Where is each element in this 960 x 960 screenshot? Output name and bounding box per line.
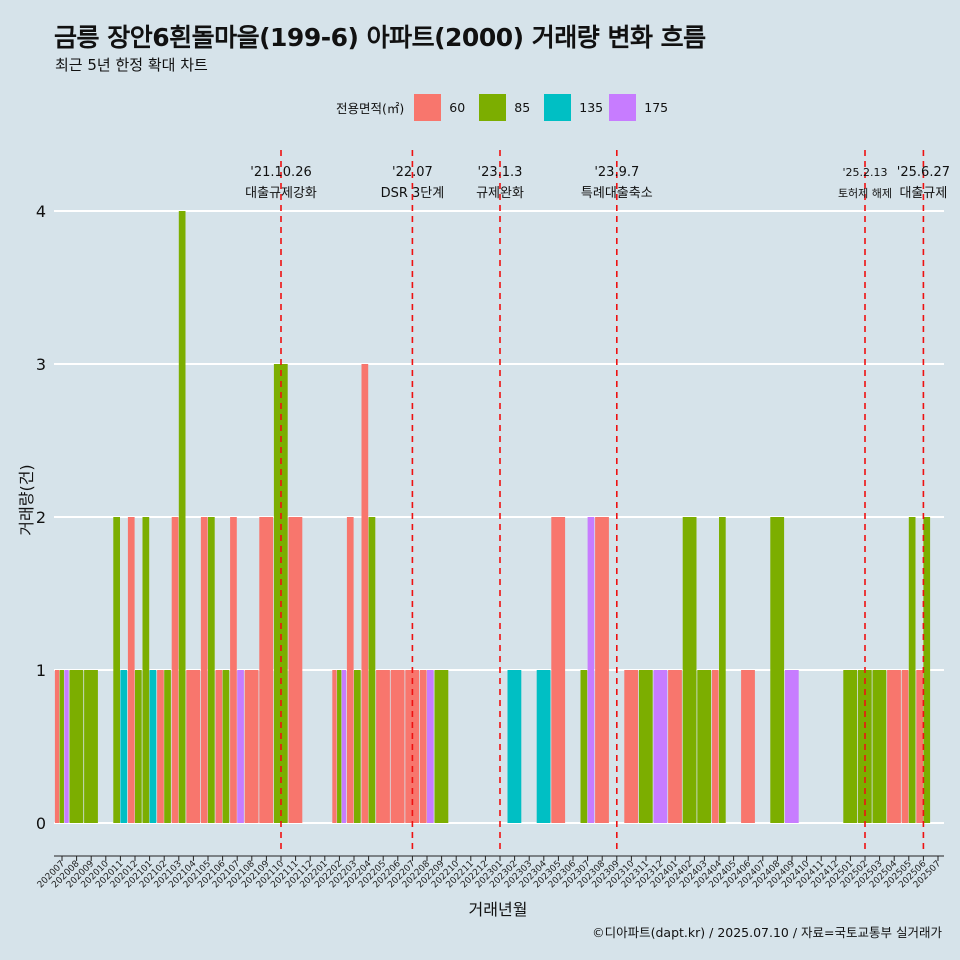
bar-202011-135 <box>120 670 128 823</box>
x-axis-title: 거래년월 <box>469 900 528 919</box>
bar-202102-60 <box>157 670 164 823</box>
bar-202202-85 <box>337 670 342 823</box>
y-tick-label-2: 2 <box>36 508 46 527</box>
bar-202408-85 <box>770 517 785 823</box>
bar-202107-60 <box>230 517 237 823</box>
bar-202101-85 <box>142 517 150 823</box>
bar-202111-60 <box>288 517 303 823</box>
bar-202304-135 <box>536 670 551 823</box>
legend-swatch-135 <box>544 93 572 121</box>
legend-item-85: 85 <box>479 93 538 121</box>
bar-202209-85 <box>434 670 449 823</box>
legend-item-175: 175 <box>609 93 669 121</box>
event-label-1: DSR 3단계 <box>381 186 445 201</box>
bar-202106-60 <box>215 670 223 823</box>
bar-202101-135 <box>149 670 157 823</box>
bar-202202-60 <box>332 670 337 823</box>
bar-202108-60 <box>244 670 259 823</box>
bar-202203-60 <box>346 517 354 823</box>
bar-202501-85 <box>843 670 858 823</box>
bar-202204-60 <box>361 364 369 823</box>
y-tick-label-4: 4 <box>36 202 46 221</box>
bar-202106-85 <box>222 670 230 823</box>
bar-202208-175 <box>427 670 434 823</box>
bar-202311-85 <box>638 670 653 823</box>
event-date-4: '25.2.13 <box>842 166 887 179</box>
bar-202012-60 <box>127 517 135 823</box>
bar-202404-85 <box>719 517 726 823</box>
bar-202007-60 <box>54 670 60 823</box>
bar-202401-60 <box>668 670 682 823</box>
bar-202409-175 <box>784 670 799 823</box>
legend-swatch-60 <box>414 93 442 121</box>
legend-swatch-175 <box>609 93 637 121</box>
bar-202204-85 <box>368 517 376 823</box>
legend-label-60: 60 <box>449 99 466 115</box>
event-label-4: 토허제 해제 <box>838 186 892 200</box>
event-date-5: '25.6.27 <box>897 165 950 180</box>
bar-202102-85 <box>164 670 171 823</box>
bar-202205-60 <box>376 670 390 823</box>
event-label-0: 대출규제강화 <box>245 186 317 201</box>
event-date-2: '23.1.3 <box>478 165 523 180</box>
event-label-2: 규제완화 <box>476 186 524 201</box>
bar-202202-175 <box>341 670 347 823</box>
bar-202404-60 <box>711 670 719 823</box>
bar-202505-85 <box>908 517 916 823</box>
bar-202506-60 <box>916 670 923 823</box>
bar-202107-175 <box>237 670 244 823</box>
bar-202312-175 <box>653 670 668 823</box>
legend-swatch-85 <box>479 93 507 121</box>
legend-title: 전용면적(㎡) <box>336 100 405 116</box>
bar-202308-60 <box>595 517 609 823</box>
bar-202403-85 <box>697 670 712 823</box>
bar-202105-60 <box>200 517 208 823</box>
bar-202307-175 <box>587 517 595 823</box>
legend-label-135: 135 <box>579 99 604 115</box>
bar-202104-60 <box>186 670 201 823</box>
bar-202406-60 <box>741 670 755 823</box>
event-date-1: '22.07 <box>392 165 433 180</box>
bar-202206-60 <box>390 670 405 823</box>
bar-202302-135 <box>507 670 522 823</box>
bar-202305-60 <box>551 517 566 823</box>
bar-202310-60 <box>624 670 639 823</box>
event-label-5: 대출규제 <box>899 186 947 201</box>
legend-label-175: 175 <box>644 99 669 115</box>
legend: 전용면적(㎡) 60 85 135 175 <box>336 93 674 121</box>
event-date-3: '23.9.7 <box>594 165 639 180</box>
bar-202307-85 <box>580 670 588 823</box>
bar-202504-60 <box>887 670 901 823</box>
y-tick-label-1: 1 <box>36 661 46 680</box>
bar-202503-85 <box>872 670 887 823</box>
bar-202105-85 <box>208 517 215 823</box>
y-tick-label-3: 3 <box>36 355 46 374</box>
bar-202203-85 <box>354 670 361 823</box>
legend-item-135: 135 <box>544 93 604 121</box>
chart-caption: ©디아파트(dapt.kr) / 2025.07.10 / 자료=국토교통부 실… <box>592 925 942 940</box>
bar-202103-60 <box>171 517 179 823</box>
chart-title: 금릉 장안6흰돌마을(199-6) 아파트(2000) 거래량 변화 흐름 <box>54 23 706 52</box>
bar-202007-175 <box>64 670 69 823</box>
bar-202103-85 <box>178 211 186 823</box>
event-label-3: 특례대출축소 <box>581 186 653 201</box>
legend-item-60: 60 <box>414 93 473 121</box>
bar-202505-60 <box>901 670 909 823</box>
y-axis-title: 거래량(건) <box>17 464 36 535</box>
chart-subtitle: 최근 5년 한정 확대 차트 <box>55 56 208 74</box>
bar-202009-85 <box>84 670 98 823</box>
bar-202506-85 <box>923 517 931 823</box>
bar-202012-85 <box>135 670 142 823</box>
legend-label-85: 85 <box>514 99 531 115</box>
bar-202402-85 <box>682 517 697 823</box>
bar-202008-85 <box>69 670 84 823</box>
y-tick-label-0: 0 <box>36 814 46 833</box>
bar-202011-85 <box>113 517 120 823</box>
bar-202007-85 <box>59 670 64 823</box>
bar-202208-60 <box>419 670 427 823</box>
event-date-0: '21.10.26 <box>250 165 311 180</box>
bar-202109-60 <box>259 517 274 823</box>
